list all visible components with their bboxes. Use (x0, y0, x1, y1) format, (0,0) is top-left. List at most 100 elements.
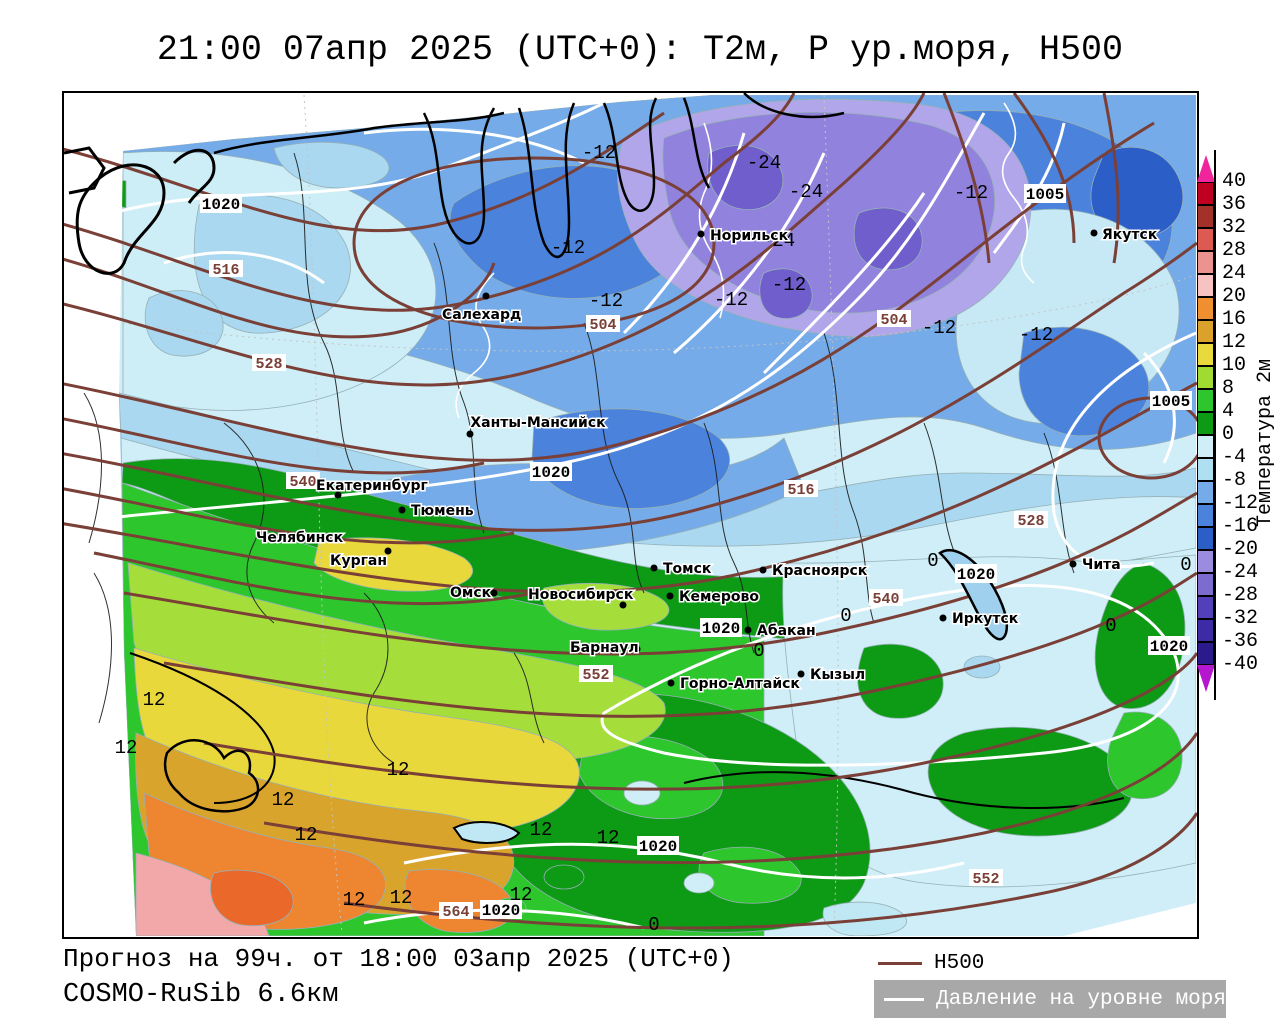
colorbar-tick: -4 (1222, 446, 1247, 469)
h500-label: 504 (589, 317, 616, 334)
temp-label: 12 (343, 889, 366, 911)
city-novosibirsk: Новосибирск (527, 586, 635, 609)
city-ekaterinburg: Екатеринбург (315, 477, 429, 499)
colorbar-swatch (1197, 481, 1214, 504)
h500-label: 552 (972, 871, 999, 888)
page-title: 21:00 07апр 2025 (UTC+0): Т2м, Р ур.моря… (156, 30, 1124, 70)
temp-label: 0 (1105, 615, 1116, 637)
city-dot (619, 601, 627, 609)
city-label: Иркутск (952, 611, 1019, 627)
colorbar-swatch (1197, 596, 1214, 619)
temp-label: 0 (648, 914, 659, 936)
colorbar-tick: 20 (1222, 285, 1247, 308)
colorbar-swatch (1197, 274, 1214, 297)
temp-label: -12 (1019, 324, 1053, 346)
city-dot (1090, 229, 1098, 237)
city-label: Салехард (442, 307, 521, 323)
temp-label: -24 (747, 152, 781, 174)
h500-label: 564 (442, 904, 469, 921)
city-kyzyl: Кызыл (797, 666, 867, 685)
city-label: Кызыл (810, 667, 865, 683)
colorbar-swatch (1197, 550, 1214, 573)
city-label: Тюмень (411, 503, 474, 519)
city-label: Барнаул (570, 640, 639, 656)
temperature-colorbar: 40 36 32 28 24 20 16 12 10 8 4 0 -4 -8 -… (1197, 150, 1280, 730)
colorbar-swatch (1197, 343, 1214, 366)
temp-label: 12 (530, 819, 553, 841)
h500-label: 516 (212, 262, 239, 279)
colorbar-tick: -28 (1222, 584, 1259, 607)
city-label: Екатеринбург (316, 478, 428, 494)
h500-label: 552 (582, 667, 609, 684)
temp-label: 0 (753, 640, 764, 662)
city-label: Горно-Алтайск (680, 676, 800, 692)
temp-label: -12 (714, 289, 748, 311)
city-dot (666, 592, 674, 600)
city-gorno-altaysk: Горно-Алтайск (667, 675, 802, 694)
colorbar-axis (1214, 150, 1216, 700)
temp-label: -12 (922, 317, 956, 339)
pressure-label: 1020 (202, 196, 240, 214)
temp-label: 0 (840, 605, 851, 627)
colorbar-swatch (1197, 435, 1214, 458)
pressure-label: 1020 (1150, 638, 1188, 656)
colorbar-swatch (1197, 320, 1214, 343)
city-label: Ханты-Мансийск (470, 415, 606, 431)
country-borders (129, 652, 1125, 809)
city-label: Абакан (757, 623, 816, 639)
city-yakutsk: Якутск (1090, 226, 1159, 245)
city-abakan: Абакан (744, 622, 817, 641)
city-krasnoyarsk: Красноярск (759, 562, 869, 581)
legend-h500-label: H500 (934, 952, 985, 975)
city-label: Курган (330, 553, 387, 569)
pressure-line-sample (884, 997, 925, 1001)
city-dot (650, 564, 658, 572)
pressure-label: 1020 (532, 464, 570, 482)
temp-label: 0 (1180, 554, 1191, 576)
city-dot (332, 533, 340, 541)
city-label: Чита (1082, 557, 1121, 573)
colorbar-tick: -40 (1222, 653, 1259, 676)
city-dot (667, 679, 675, 687)
city-chelyabinsk: Челябинск (255, 529, 346, 548)
temperature-value-labels: -24 -24 -24 -12 -12 -12 -12 -12 -12 -12 … (115, 142, 1192, 936)
city-dot (384, 547, 392, 555)
city-dot (466, 430, 474, 438)
city-label: Омск (450, 585, 492, 601)
colorbar-tick: 36 (1222, 193, 1247, 216)
city-dot (744, 626, 752, 634)
temp-label: -12 (589, 290, 623, 312)
colorbar-swatch (1197, 412, 1214, 435)
colorbar-swatch (1197, 527, 1214, 550)
temp-label: 12 (597, 827, 620, 849)
city-chita: Чита (1069, 556, 1122, 575)
colorbar-tick: 28 (1222, 239, 1247, 262)
pressure-label: 1005 (1152, 393, 1190, 411)
map-frame: 1020 1020 1020 1020 1020 1020 1020 1005 … (62, 91, 1199, 939)
pressure-value-labels: 1020 1020 1020 1020 1020 1020 1020 1005 … (200, 184, 1192, 920)
city-label: Томск (663, 561, 712, 577)
colorbar-tick: -16 (1222, 515, 1259, 538)
city-tyumen: Тюмень (398, 502, 475, 521)
colorbar-tick: 10 (1222, 354, 1247, 377)
temp-label: -12 (551, 237, 585, 259)
colorbar-swatch (1197, 228, 1214, 251)
city-irkutsk: Иркутск (939, 610, 1020, 629)
city-dot (633, 645, 641, 653)
city-label: Новосибирск (528, 587, 634, 603)
colorbar-arrow-down (1197, 665, 1215, 692)
temp-label: 12 (115, 737, 138, 759)
colorbar-tick: 8 (1222, 377, 1235, 400)
h500-label: 540 (289, 474, 316, 491)
graticule (122, 94, 1197, 934)
colorbar-tick: 40 (1222, 170, 1247, 193)
colorbar-swatch (1197, 205, 1214, 228)
city-dot (334, 491, 342, 499)
colorbar-tick: 16 (1222, 308, 1247, 331)
city-dot (697, 230, 705, 238)
h500-label: 528 (255, 356, 282, 373)
colorbar-tick: 24 (1222, 262, 1247, 285)
city-barnaul: Барнаул (569, 639, 641, 658)
colorbar-swatch (1197, 297, 1214, 320)
colorbar-tick: 32 (1222, 216, 1247, 239)
